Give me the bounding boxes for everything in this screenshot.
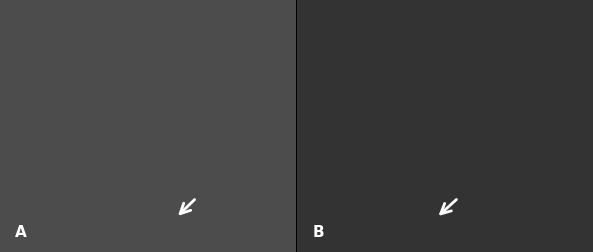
Text: B: B — [312, 225, 324, 239]
Text: A: A — [15, 225, 27, 239]
